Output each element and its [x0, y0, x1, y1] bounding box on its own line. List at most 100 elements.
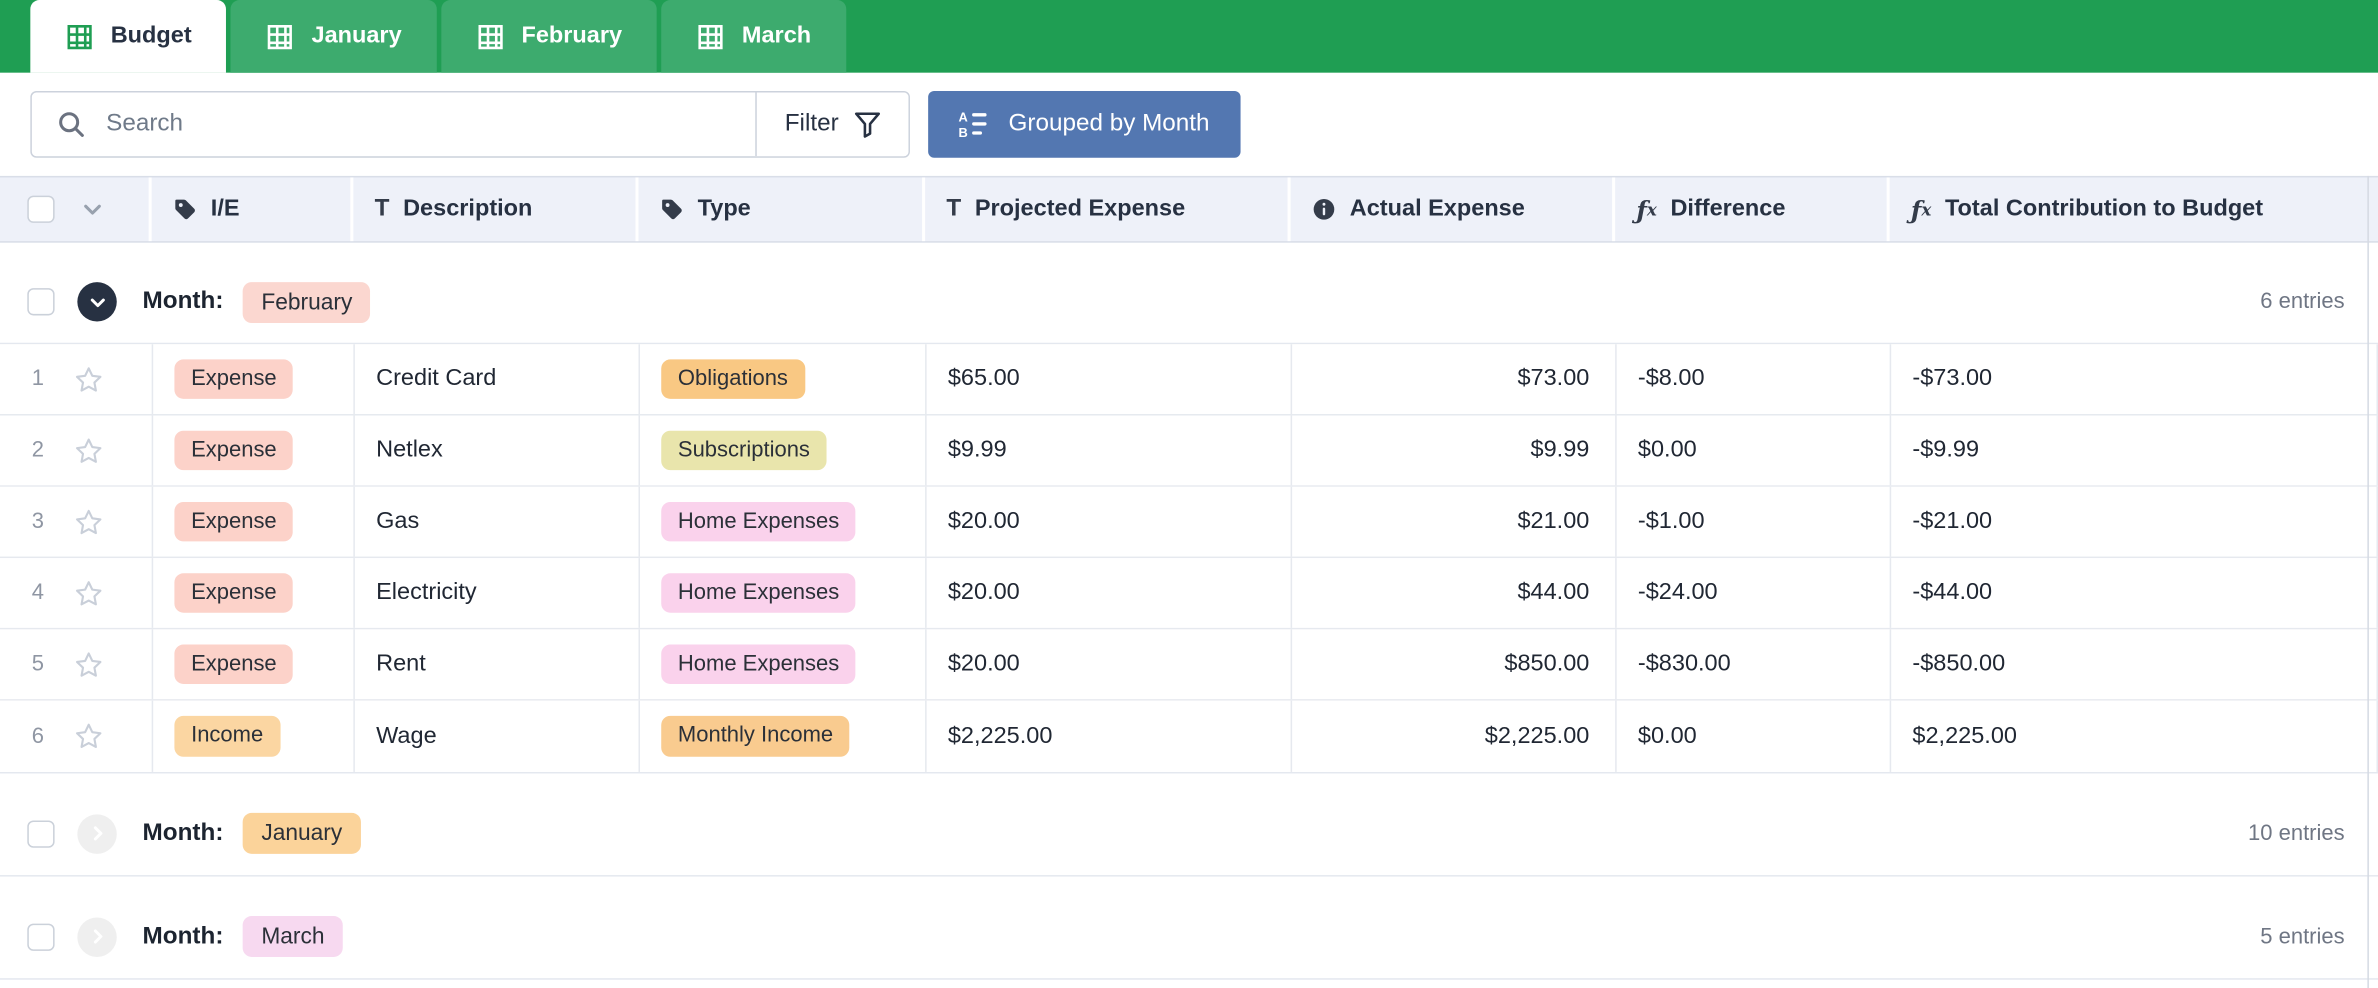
- cell-projected-expense[interactable]: $20.00: [925, 486, 1290, 557]
- cell-type[interactable]: Home Expenses: [638, 558, 925, 628]
- cell-total-contribution[interactable]: -$44.00: [1889, 558, 2378, 628]
- ie-badge: Expense: [174, 430, 294, 471]
- cell-ie[interactable]: Expense: [151, 344, 354, 415]
- row-gutter: 4: [0, 558, 152, 628]
- cell-ie[interactable]: Expense: [151, 558, 354, 628]
- cell-actual-expense[interactable]: $44.00: [1290, 558, 1616, 628]
- cell-difference[interactable]: -$830.00: [1615, 629, 1890, 700]
- cell-ie[interactable]: Expense: [151, 629, 354, 700]
- cell-total-contribution[interactable]: -$9.99: [1889, 415, 2378, 486]
- cell-projected-expense[interactable]: $9.99: [925, 415, 1290, 486]
- search-filter-group: Filter: [30, 90, 910, 158]
- cell-total-contribution[interactable]: -$850.00: [1889, 629, 2378, 700]
- cell-ie[interactable]: Expense: [151, 415, 354, 486]
- cell-projected-expense[interactable]: $2,225.00: [925, 700, 1290, 772]
- cell-ie[interactable]: Income: [151, 700, 354, 772]
- tab-march[interactable]: March: [661, 0, 847, 73]
- grouped-by-month-button[interactable]: A B Grouped by Month: [928, 90, 1240, 158]
- cell-actual-expense[interactable]: $850.00: [1290, 629, 1616, 700]
- cell-actual-expense[interactable]: $73.00: [1290, 344, 1616, 415]
- expand-group-button[interactable]: [77, 916, 117, 957]
- cell-difference[interactable]: -$24.00: [1615, 558, 1890, 628]
- svg-text:A: A: [958, 109, 967, 124]
- cell-actual-expense[interactable]: $9.99: [1290, 415, 1616, 486]
- cell-type[interactable]: Monthly Income: [638, 700, 925, 772]
- column-header-projected-expense[interactable]: T Projected Expense: [925, 177, 1291, 242]
- cell-description[interactable]: Credit Card: [353, 344, 638, 415]
- cell-actual-expense[interactable]: $21.00: [1290, 486, 1616, 557]
- search-box[interactable]: [32, 93, 756, 157]
- collapse-group-button[interactable]: [77, 282, 117, 322]
- column-label: Description: [403, 195, 533, 222]
- cell-total-contribution[interactable]: -$21.00: [1889, 486, 2378, 557]
- tag-icon: [660, 197, 684, 221]
- group-section-january: Month: January 10 entries: [0, 791, 2378, 877]
- tab-february[interactable]: February: [441, 0, 657, 73]
- cell-total-contribution[interactable]: $2,225.00: [1889, 700, 2378, 772]
- search-input[interactable]: [106, 110, 732, 139]
- cell-type[interactable]: Home Expenses: [638, 629, 925, 700]
- cell-description[interactable]: Netlex: [353, 415, 638, 486]
- sheet-tabbar: Budget January February March: [0, 0, 2378, 73]
- star-icon[interactable]: [73, 435, 105, 467]
- cell-description[interactable]: Electricity: [353, 558, 638, 628]
- group-entries-count: 6 entries: [2260, 289, 2345, 314]
- tab-label: January: [311, 22, 402, 49]
- star-icon[interactable]: [73, 363, 105, 395]
- group-section-february: Month: February 6 entries 1 Expense Cred…: [0, 260, 2378, 774]
- column-header-ie[interactable]: I/E: [152, 177, 354, 242]
- ie-badge: Expense: [174, 573, 294, 613]
- grouped-by-month-label: Grouped by Month: [1008, 110, 1210, 137]
- vertical-scrollbar[interactable]: [2367, 175, 2369, 988]
- star-icon[interactable]: [73, 577, 105, 609]
- cell-description[interactable]: Gas: [353, 486, 638, 557]
- cell-type[interactable]: Home Expenses: [638, 486, 925, 557]
- svg-text:B: B: [958, 125, 967, 139]
- column-header-type[interactable]: Type: [638, 177, 926, 242]
- tab-january[interactable]: January: [231, 0, 437, 73]
- cell-difference[interactable]: $0.00: [1615, 415, 1890, 486]
- select-all-checkbox[interactable]: [27, 195, 55, 223]
- cell-difference[interactable]: -$1.00: [1615, 486, 1890, 557]
- group-field-label: Month:: [142, 288, 224, 314]
- group-header-january: Month: January 10 entries: [0, 792, 2378, 875]
- cell-total-contribution[interactable]: -$73.00: [1889, 344, 2378, 415]
- filter-button[interactable]: Filter: [755, 92, 909, 157]
- cell-description[interactable]: Rent: [353, 629, 638, 700]
- cell-actual-expense[interactable]: $2,225.00: [1290, 700, 1616, 772]
- expand-group-button[interactable]: [77, 813, 117, 854]
- group-checkbox[interactable]: [27, 922, 55, 951]
- table-row: 1 Expense Credit Card Obligations $65.00…: [0, 344, 2378, 416]
- cell-description[interactable]: Wage: [353, 700, 638, 772]
- cell-type[interactable]: Subscriptions: [638, 415, 925, 486]
- cell-type[interactable]: Obligations: [638, 344, 925, 415]
- ie-badge: Expense: [174, 501, 294, 542]
- data-grid: I/E T Description Type T Projected Expen…: [0, 175, 2378, 988]
- group-header-march: Month: March 5 entries: [0, 895, 2378, 978]
- star-icon[interactable]: [73, 720, 105, 752]
- grid-header-row: I/E T Description Type T Projected Expen…: [0, 175, 2378, 243]
- row-gutter: 6: [0, 701, 152, 772]
- type-badge: Monthly Income: [661, 716, 850, 757]
- cell-difference[interactable]: $0.00: [1615, 700, 1890, 772]
- cell-projected-expense[interactable]: $65.00: [925, 344, 1290, 415]
- tab-budget[interactable]: Budget: [30, 0, 227, 73]
- type-badge: Home Expenses: [661, 573, 856, 613]
- cell-difference[interactable]: -$8.00: [1615, 344, 1890, 415]
- cell-ie[interactable]: Expense: [151, 486, 354, 557]
- star-icon[interactable]: [73, 648, 105, 680]
- column-header-description[interactable]: T Description: [353, 177, 639, 242]
- group-checkbox[interactable]: [27, 819, 55, 848]
- table-grid-icon: [476, 22, 505, 51]
- table-row: 4 Expense Electricity Home Expenses $20.…: [0, 558, 2378, 630]
- group-checkbox[interactable]: [27, 288, 55, 316]
- star-icon[interactable]: [73, 506, 105, 538]
- column-header-actual-expense[interactable]: Actual Expense: [1291, 177, 1616, 242]
- cell-projected-expense[interactable]: $20.00: [925, 629, 1290, 700]
- row-number: 3: [31, 509, 45, 534]
- cell-projected-expense[interactable]: $20.00: [925, 558, 1290, 628]
- chevron-down-icon[interactable]: [80, 197, 104, 221]
